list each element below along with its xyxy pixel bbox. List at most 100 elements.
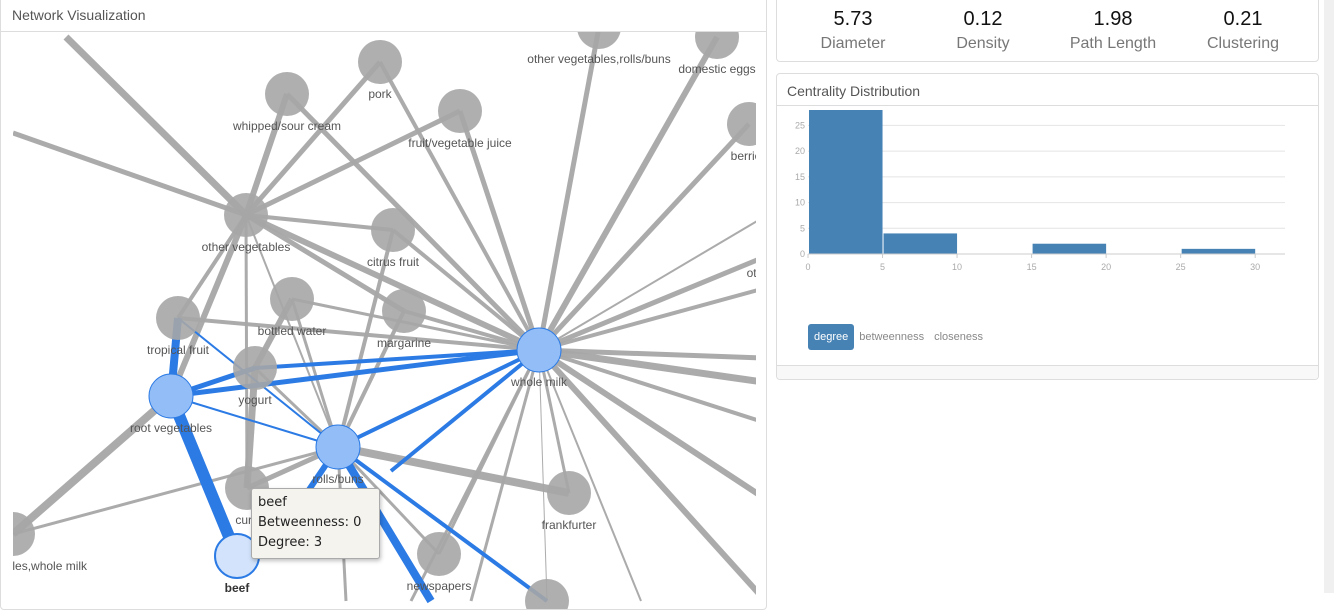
node-label: beef [225,581,251,595]
network-edge [245,213,394,232]
stat-value: 0.12 [963,8,1003,30]
stats-panel: 5.73 Diameter 0.12 Density 1.98 Path Len… [776,0,1319,62]
network-node-whipped-sour-cream[interactable] [265,72,309,116]
network-node-newspapers[interactable] [417,532,461,576]
histogram-bar [809,110,883,254]
x-tick-label: 30 [1250,262,1260,272]
node-label: other vegetables [747,266,756,280]
network-panel: Network Visualization whole milk rolls/bu… [0,0,767,610]
network-edge [538,349,642,602]
network-edge [336,445,441,556]
stat-diameter: 5.73 Diameter [788,0,918,61]
network-node-tropical-fruit[interactable] [156,296,200,340]
network-edge [336,310,406,448]
network-node-frankfurter[interactable] [547,471,591,515]
network-edge [336,229,395,448]
network-edge [245,214,339,448]
network-edge [391,228,541,352]
network-edge [170,347,540,399]
network-edge [290,298,340,448]
network-graph[interactable]: whole milk rolls/buns root vegetables beef o… [13,32,756,610]
network-node-bottom-node[interactable] [525,579,569,610]
network-edge [244,60,382,217]
network-edge [177,316,540,352]
x-tick-label: 25 [1176,262,1186,272]
network-node-other-vegetables-rolls-buns[interactable] [577,32,621,49]
network-edge [336,445,549,603]
node-label: other vegetables [202,240,291,254]
stat-clustering: 0.21 Clustering [1178,0,1308,61]
node-label: citrus fruit [367,255,420,269]
network-edge [457,110,542,351]
histogram-bar [1181,248,1256,254]
network-edge [13,392,174,538]
tooltip-betweenness: Betweenness: 0 [258,515,362,530]
node-label: other vegetables,rolls/buns [527,52,670,66]
network-edge [536,347,756,595]
histogram-bar [1032,243,1107,254]
network-node-root-vegetables[interactable] [148,373,194,419]
stat-value: 0.21 [1223,8,1263,30]
network-edge [538,257,756,353]
network-edge [254,348,540,370]
network-edge [63,34,249,218]
stat-density: 0.12 Density [918,0,1048,61]
network-edge [334,444,435,604]
network-node-rolls-buns[interactable] [315,424,361,470]
network-edge [536,32,601,351]
network-edge [13,445,339,536]
network-edge [537,122,751,352]
metric-button-betweenness[interactable]: betweenness [859,331,925,343]
network-edge [538,347,756,361]
centrality-panel-title: Centrality Distribution [777,74,1318,106]
network-edge [469,349,541,602]
node-label: whipped/sour cream [232,119,341,133]
network-edge [13,130,247,218]
node-label: domestic eggs [678,62,755,76]
stat-value: 5.73 [833,8,873,30]
stat-label: Path Length [1069,35,1157,52]
network-canvas[interactable]: whole milk rolls/buns root vegetables beef o… [13,32,756,610]
network-node-other-vegetables[interactable] [224,193,268,237]
y-tick-label: 20 [795,146,805,156]
centrality-histogram: 0 5 10 15 20 25 0 5 10 15 20 25 30 [795,110,1285,272]
network-node-pork[interactable] [358,40,402,84]
stat-path-length: 1.98 Path Length [1048,0,1178,61]
tooltip-degree: Degree: 3 [258,535,323,550]
node-label: fruit/vegetable juice [408,136,512,150]
page-scrollbar[interactable] [1324,0,1334,593]
network-edge [538,348,756,422]
stat-label: Density [956,35,1010,52]
network-node-fruit-vegetable-juice[interactable] [438,89,482,133]
metric-toggle-group: degree betweenness closeness [808,324,988,350]
network-node-berries[interactable] [727,102,756,146]
network-edge [337,348,540,449]
network-edge [170,395,339,448]
network-edge [536,35,720,352]
network-node-domestic-eggs[interactable] [695,32,739,59]
node-label: yogurt [238,393,272,407]
metric-button-closeness[interactable]: closeness [934,331,984,343]
y-tick-label: 15 [795,172,805,182]
network-node-yogurt[interactable] [233,346,277,390]
network-edge [537,349,571,494]
network-node-bottled-water[interactable] [270,277,314,321]
network-node-whole-milk[interactable] [516,327,562,373]
network-edge [378,61,541,351]
node-label: margarine [377,336,431,350]
x-tick-label: 15 [1027,262,1037,272]
metric-button-degree[interactable]: degree [808,324,855,350]
node-label: berries [731,149,756,163]
network-node-veg-whole-milk[interactable] [13,512,35,556]
y-tick-label: 25 [795,120,805,130]
stat-label: Clustering [1206,35,1280,52]
node-label: newspapers [407,579,472,593]
x-tick-label: 0 [805,262,810,272]
network-node-citrus-fruit[interactable] [371,208,415,252]
y-tick-label: 0 [800,249,805,259]
network-edge [538,349,548,602]
network-edge [337,443,570,497]
node-label: rolls/buns [312,472,363,486]
node-label: bottled water [258,324,327,338]
network-node-margarine[interactable] [382,289,426,333]
